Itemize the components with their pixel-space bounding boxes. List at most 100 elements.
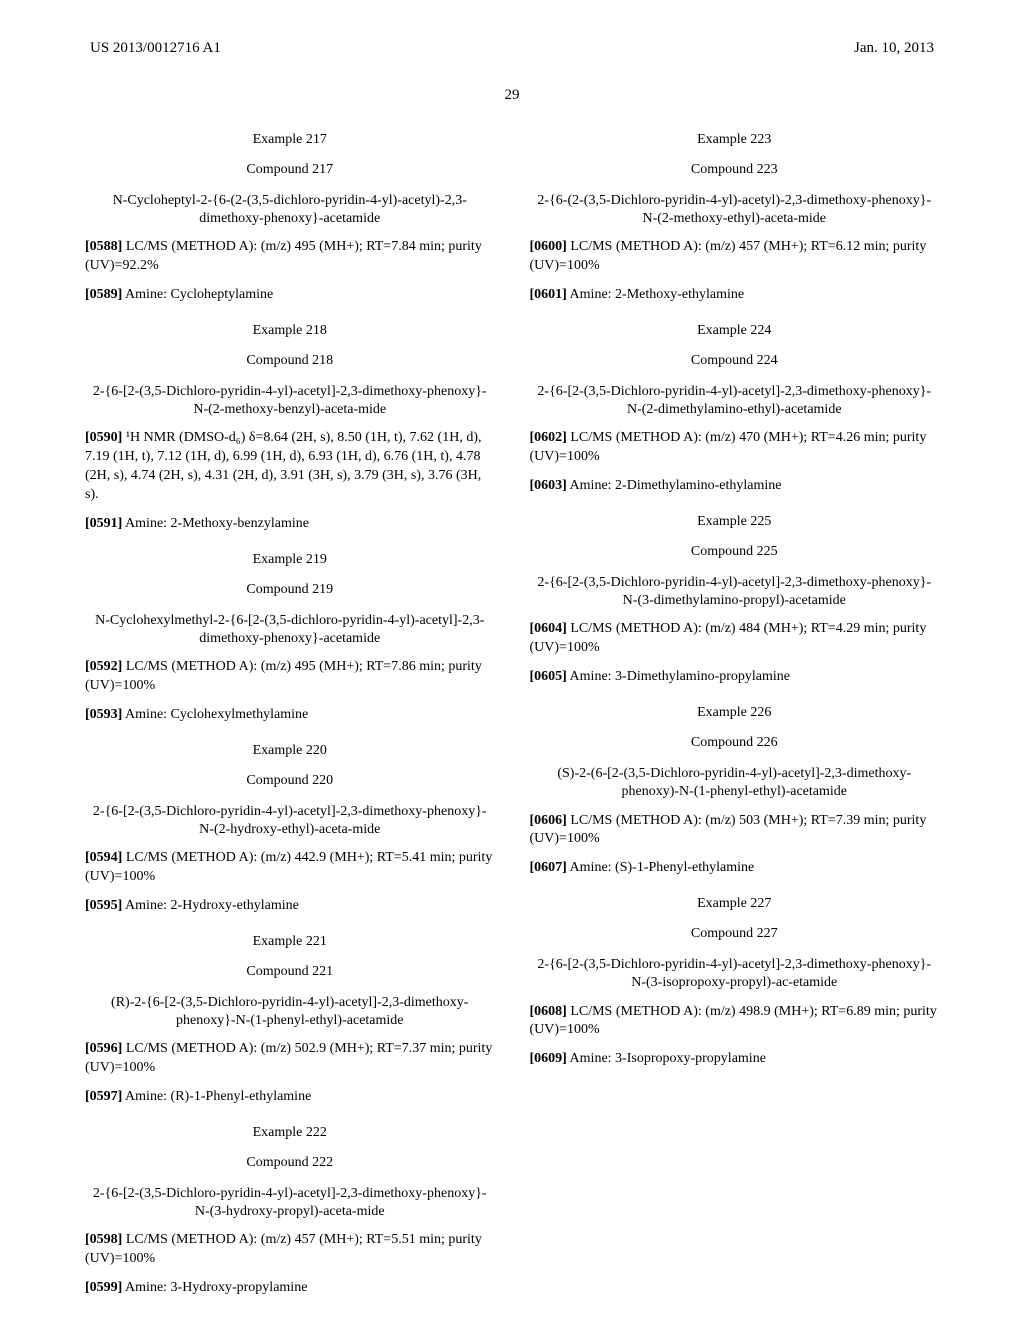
para-text: LC/MS (METHOD A): (m/z) 442.9 (MH+); RT=… — [85, 850, 492, 884]
page-number: 29 — [0, 87, 1024, 104]
paragraph: [0605] Amine: 3-Dimethylamino-propylamin… — [530, 668, 940, 687]
para-label: [0607] — [530, 860, 567, 875]
example-heading: Example 224 — [530, 323, 940, 339]
para-text: LC/MS (METHOD A): (m/z) 495 (MH+); RT=7.… — [85, 239, 482, 273]
paragraph: [0608] LC/MS (METHOD A): (m/z) 498.9 (MH… — [530, 1003, 940, 1041]
example-heading: Example 223 — [530, 132, 940, 148]
compound-heading: Compound 219 — [85, 582, 495, 598]
para-text: LC/MS (METHOD A): (m/z) 498.9 (MH+); RT=… — [530, 1004, 937, 1038]
example-heading: Example 218 — [85, 323, 495, 339]
paragraph: [0598] LC/MS (METHOD A): (m/z) 457 (MH+)… — [85, 1231, 495, 1269]
example-heading: Example 227 — [530, 896, 940, 912]
header: US 2013/0012716 A1 Jan. 10, 2013 — [0, 0, 1024, 57]
example-heading: Example 226 — [530, 705, 940, 721]
paragraph: [0607] Amine: (S)-1-Phenyl-ethylamine — [530, 859, 940, 878]
para-label: [0608] — [530, 1004, 567, 1019]
paragraph: [0594] LC/MS (METHOD A): (m/z) 442.9 (MH… — [85, 849, 495, 887]
para-text: Amine: 2-Hydroxy-ethylamine — [122, 898, 299, 913]
paragraph: [0593] Amine: Cyclohexylmethylamine — [85, 706, 495, 725]
paragraph: [0588] LC/MS (METHOD A): (m/z) 495 (MH+)… — [85, 238, 495, 276]
paragraph: [0602] LC/MS (METHOD A): (m/z) 470 (MH+)… — [530, 429, 940, 467]
example-heading: Example 221 — [85, 934, 495, 950]
para-label: [0594] — [85, 850, 122, 865]
example-heading: Example 219 — [85, 552, 495, 568]
right-column: Example 223 Compound 223 2-{6-(2-(3,5-Di… — [530, 114, 940, 1298]
para-label: [0593] — [85, 707, 122, 722]
example-heading: Example 225 — [530, 514, 940, 530]
paragraph: [0589] Amine: Cycloheptylamine — [85, 286, 495, 305]
para-text: Amine: 3-Hydroxy-propylamine — [122, 1280, 307, 1295]
paragraph: [0609] Amine: 3-Isopropoxy-propylamine — [530, 1050, 940, 1069]
compound-heading: Compound 221 — [85, 964, 495, 980]
compound-title: 2-{6-[2-(3,5-Dichloro-pyridin-4-yl)-acet… — [530, 956, 940, 992]
para-text: Amine: Cycloheptylamine — [122, 287, 273, 302]
header-left: US 2013/0012716 A1 — [90, 40, 221, 57]
para-text: LC/MS (METHOD A): (m/z) 495 (MH+); RT=7.… — [85, 659, 482, 693]
header-right: Jan. 10, 2013 — [854, 40, 934, 57]
compound-heading: Compound 225 — [530, 544, 940, 560]
para-label: [0602] — [530, 430, 567, 445]
para-label: [0601] — [530, 287, 567, 302]
compound-title: (S)-2-(6-[2-(3,5-Dichloro-pyridin-4-yl)-… — [530, 765, 940, 801]
para-text: Amine: (S)-1-Phenyl-ethylamine — [567, 860, 754, 875]
para-label: [0592] — [85, 659, 122, 674]
compound-title: 2-{6-(2-(3,5-Dichloro-pyridin-4-yl)-acet… — [530, 192, 940, 228]
para-text: Amine: 3-Isopropoxy-propylamine — [567, 1051, 766, 1066]
para-label: [0603] — [530, 478, 567, 493]
para-text: LC/MS (METHOD A): (m/z) 503 (MH+); RT=7.… — [530, 813, 927, 847]
para-label: [0596] — [85, 1041, 122, 1056]
compound-title: 2-{6-[2-(3,5-Dichloro-pyridin-4-yl)-acet… — [530, 574, 940, 610]
compound-title: 2-{6-[2-(3,5-Dichloro-pyridin-4-yl)-acet… — [530, 383, 940, 419]
compound-title: (R)-2-{6-[2-(3,5-Dichloro-pyridin-4-yl)-… — [85, 994, 495, 1030]
paragraph: [0592] LC/MS (METHOD A): (m/z) 495 (MH+)… — [85, 658, 495, 696]
paragraph: [0606] LC/MS (METHOD A): (m/z) 503 (MH+)… — [530, 812, 940, 850]
para-text: Amine: (R)-1-Phenyl-ethylamine — [122, 1089, 311, 1104]
paragraph: [0590] ¹H NMR (DMSO-d₆) δ=8.64 (2H, s), … — [85, 429, 495, 505]
paragraph: [0595] Amine: 2-Hydroxy-ethylamine — [85, 897, 495, 916]
compound-heading: Compound 226 — [530, 735, 940, 751]
compound-heading: Compound 220 — [85, 773, 495, 789]
compound-heading: Compound 223 — [530, 162, 940, 178]
para-label: [0606] — [530, 813, 567, 828]
compound-title: 2-{6-[2-(3,5-Dichloro-pyridin-4-yl)-acet… — [85, 383, 495, 419]
compound-title: N-Cyclohexylmethyl-2-{6-[2-(3,5-dichloro… — [85, 612, 495, 648]
para-text: Amine: 3-Dimethylamino-propylamine — [567, 669, 790, 684]
compound-heading: Compound 227 — [530, 926, 940, 942]
example-heading: Example 222 — [85, 1125, 495, 1141]
paragraph: [0601] Amine: 2-Methoxy-ethylamine — [530, 286, 940, 305]
para-text: Amine: 2-Methoxy-benzylamine — [122, 516, 309, 531]
paragraph: [0597] Amine: (R)-1-Phenyl-ethylamine — [85, 1088, 495, 1107]
para-label: [0595] — [85, 898, 122, 913]
para-label: [0591] — [85, 516, 122, 531]
para-text: LC/MS (METHOD A): (m/z) 457 (MH+); RT=6.… — [530, 239, 927, 273]
example-heading: Example 220 — [85, 743, 495, 759]
example-heading: Example 217 — [85, 132, 495, 148]
paragraph: [0604] LC/MS (METHOD A): (m/z) 484 (MH+)… — [530, 620, 940, 658]
compound-title: N-Cycloheptyl-2-{6-(2-(3,5-dichloro-pyri… — [85, 192, 495, 228]
para-text: LC/MS (METHOD A): (m/z) 484 (MH+); RT=4.… — [530, 621, 927, 655]
para-text: LC/MS (METHOD A): (m/z) 457 (MH+); RT=5.… — [85, 1232, 482, 1266]
compound-title: 2-{6-[2-(3,5-Dichloro-pyridin-4-yl)-acet… — [85, 1185, 495, 1221]
para-label: [0597] — [85, 1089, 122, 1104]
compound-heading: Compound 222 — [85, 1155, 495, 1171]
paragraph: [0596] LC/MS (METHOD A): (m/z) 502.9 (MH… — [85, 1040, 495, 1078]
para-label: [0589] — [85, 287, 122, 302]
paragraph: [0600] LC/MS (METHOD A): (m/z) 457 (MH+)… — [530, 238, 940, 276]
para-text: Amine: 2-Methoxy-ethylamine — [567, 287, 744, 302]
para-text: Amine: Cyclohexylmethylamine — [122, 707, 308, 722]
left-column: Example 217 Compound 217 N-Cycloheptyl-2… — [85, 114, 495, 1298]
paragraph: [0599] Amine: 3-Hydroxy-propylamine — [85, 1279, 495, 1298]
compound-heading: Compound 217 — [85, 162, 495, 178]
para-label: [0609] — [530, 1051, 567, 1066]
compound-heading: Compound 224 — [530, 353, 940, 369]
paragraph: [0591] Amine: 2-Methoxy-benzylamine — [85, 515, 495, 534]
para-label: [0599] — [85, 1280, 122, 1295]
para-label: [0588] — [85, 239, 122, 254]
para-text: Amine: 2-Dimethylamino-ethylamine — [567, 478, 782, 493]
para-text: LC/MS (METHOD A): (m/z) 502.9 (MH+); RT=… — [85, 1041, 492, 1075]
compound-heading: Compound 218 — [85, 353, 495, 369]
para-label: [0598] — [85, 1232, 122, 1247]
paragraph: [0603] Amine: 2-Dimethylamino-ethylamine — [530, 477, 940, 496]
para-label: [0605] — [530, 669, 567, 684]
para-label: [0590] — [85, 430, 122, 445]
